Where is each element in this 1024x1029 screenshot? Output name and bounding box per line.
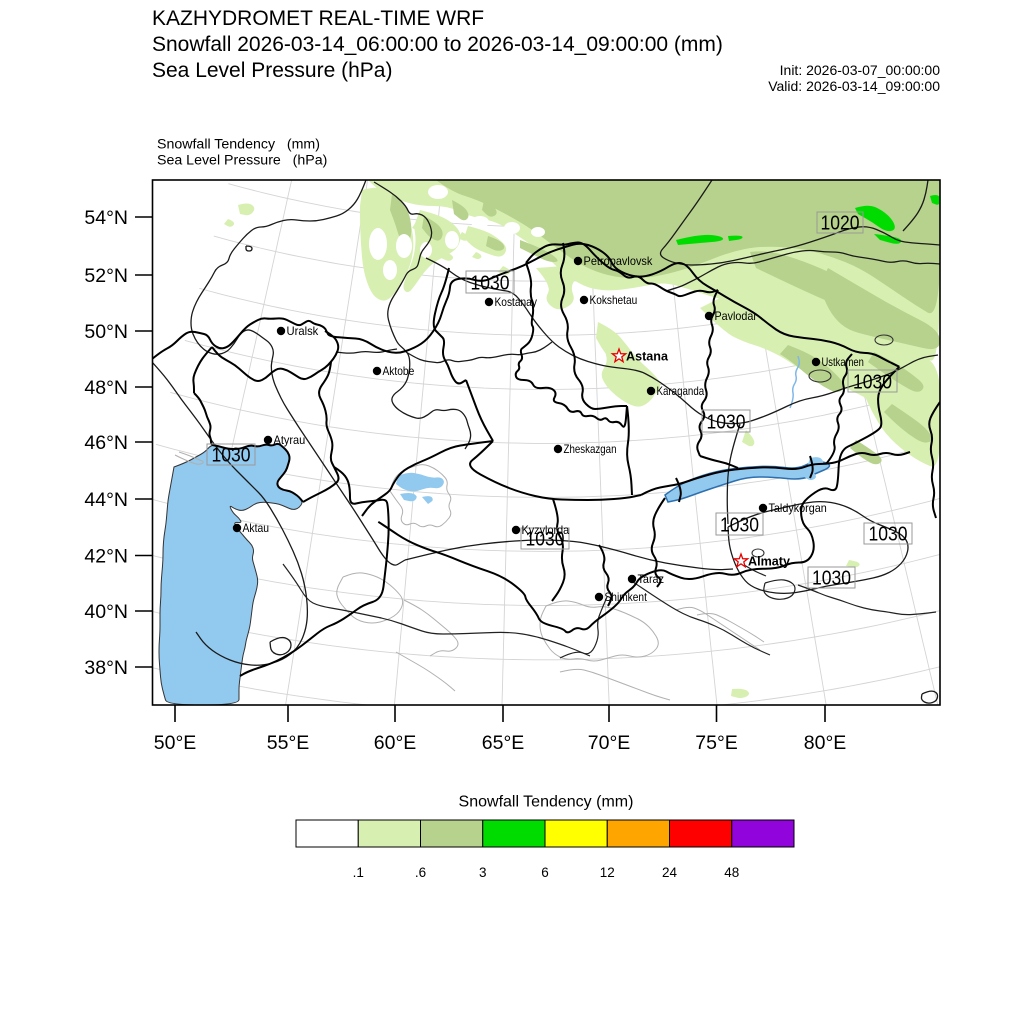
svg-text:Snowfall Tendency (mm): Snowfall Tendency (mm)	[459, 794, 634, 811]
svg-text:Kostanay: Kostanay	[495, 295, 537, 309]
svg-text:12: 12	[600, 865, 615, 880]
svg-text:38°N: 38°N	[84, 657, 128, 679]
svg-text:1030: 1030	[526, 529, 565, 551]
svg-text:Atyrau: Atyrau	[274, 433, 306, 447]
svg-text:3: 3	[479, 865, 487, 880]
svg-text:Aktobe: Aktobe	[383, 364, 415, 378]
svg-text:52°N: 52°N	[84, 265, 128, 287]
svg-text:Zheskazgan: Zheskazgan	[564, 442, 617, 456]
svg-text:Shimkent: Shimkent	[605, 590, 648, 604]
svg-text:Sea Level Pressure (hPa): Sea Level Pressure (hPa)	[152, 59, 392, 82]
svg-text:50°N: 50°N	[84, 321, 128, 343]
svg-text:Snowfall 2026-03-14_06:00:00 t: Snowfall 2026-03-14_06:00:00 to 2026-03-…	[152, 33, 723, 56]
svg-text:1020: 1020	[821, 213, 860, 235]
svg-text:48: 48	[724, 865, 739, 880]
svg-text:Kyzylorda: Kyzylorda	[522, 523, 570, 537]
svg-text:70°E: 70°E	[588, 732, 631, 754]
svg-text:Snowfall Tendency (mm): Snowfall Tendency (mm)	[157, 137, 320, 153]
svg-text:1030: 1030	[869, 524, 908, 546]
svg-text:6: 6	[541, 865, 549, 880]
svg-text:50°E: 50°E	[154, 732, 197, 754]
svg-text:1030: 1030	[707, 412, 746, 434]
svg-text:1030: 1030	[812, 568, 851, 590]
svg-text:60°E: 60°E	[374, 732, 417, 754]
svg-text:Uralsk: Uralsk	[287, 324, 319, 338]
svg-text:Almaty: Almaty	[748, 555, 790, 569]
svg-text:44°N: 44°N	[84, 489, 128, 511]
svg-text:Astana: Astana	[626, 350, 669, 364]
svg-text:KAZHYDROMET REAL-TIME WRF: KAZHYDROMET REAL-TIME WRF	[152, 7, 484, 30]
svg-text:65°E: 65°E	[482, 732, 525, 754]
svg-text:42°N: 42°N	[84, 546, 128, 568]
svg-text:24: 24	[662, 865, 678, 880]
svg-text:1030: 1030	[720, 515, 759, 537]
svg-text:1030: 1030	[471, 273, 510, 295]
svg-text:.6: .6	[415, 865, 426, 880]
svg-text:Valid: 2026-03-14_09:00:00: Valid: 2026-03-14_09:00:00	[768, 78, 940, 94]
svg-text:Aktau: Aktau	[243, 521, 270, 535]
svg-text:Init: 2026-03-07_00:00:00: Init: 2026-03-07_00:00:00	[780, 62, 941, 78]
svg-text:80°E: 80°E	[804, 732, 847, 754]
svg-text:Sea Level Pressure (hPa): Sea Level Pressure (hPa)	[157, 153, 327, 169]
svg-text:46°N: 46°N	[84, 432, 128, 454]
svg-text:1030: 1030	[853, 372, 892, 394]
svg-text:Taldykorgan: Taldykorgan	[769, 501, 827, 515]
svg-text:75°E: 75°E	[695, 732, 738, 754]
svg-text:1030: 1030	[212, 445, 251, 467]
svg-text:.1: .1	[353, 865, 364, 880]
svg-text:Ustkamen: Ustkamen	[822, 355, 864, 369]
svg-text:Taraz: Taraz	[638, 572, 665, 586]
svg-text:Pavlodar: Pavlodar	[715, 309, 757, 323]
svg-text:40°N: 40°N	[84, 601, 128, 623]
svg-text:Karaganda: Karaganda	[657, 384, 705, 398]
svg-text:55°E: 55°E	[267, 732, 310, 754]
svg-text:Kokshetau: Kokshetau	[590, 293, 638, 307]
svg-text:54°N: 54°N	[84, 207, 128, 229]
svg-text:Petropavlovsk: Petropavlovsk	[584, 254, 653, 268]
svg-text:48°N: 48°N	[84, 377, 128, 399]
